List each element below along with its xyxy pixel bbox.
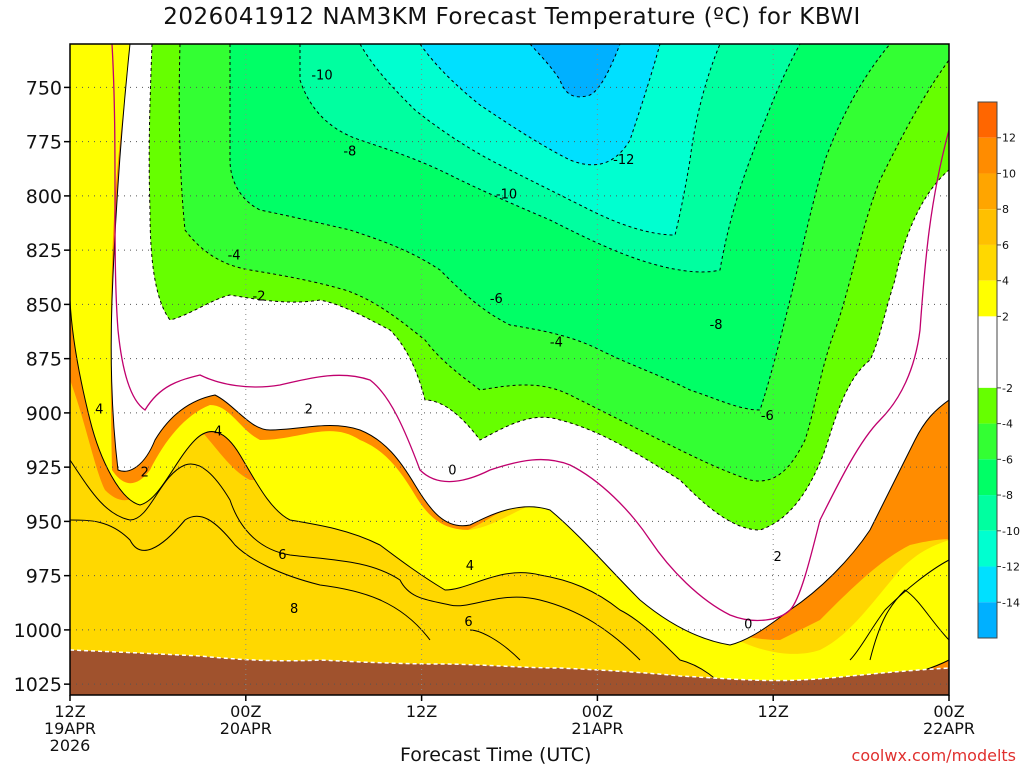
- y-tick-label: 925: [26, 457, 62, 479]
- grid: [70, 44, 949, 695]
- x-tick-label: 00Z: [230, 702, 261, 721]
- chart-title: 2026041912 NAM3KM Forecast Temperature (…: [163, 4, 861, 30]
- contour-label: 4: [214, 424, 222, 439]
- contour-line-0: [111, 44, 949, 622]
- contour-line-m12: [419, 44, 661, 166]
- colorbar: 12 10 8 6 4 2 -2 -4 -6 -8 -10 -12 -14: [977, 101, 1020, 639]
- colorbar-label: -12: [1002, 561, 1020, 574]
- colorbar-label: -10: [1002, 525, 1020, 538]
- contour-label: -8: [343, 144, 356, 159]
- colorbar-swatch: [978, 387, 997, 424]
- colorbar-label: 6: [1002, 239, 1009, 252]
- x-tick-label: 21APR: [571, 719, 623, 738]
- contour-label: 0: [744, 617, 752, 632]
- y-tick-label: 850: [26, 294, 62, 316]
- contour-label: -10: [311, 68, 332, 83]
- y-tick-label: 1025: [14, 674, 62, 696]
- y-tick-label: 900: [26, 403, 62, 425]
- credit-link[interactable]: coolwx.com/modelts: [851, 746, 1016, 765]
- fill-yellow: [70, 44, 949, 695]
- colorbar-swatch: [978, 530, 997, 567]
- x-tick-label: 20APR: [220, 719, 272, 738]
- colorbar-swatch: [978, 316, 997, 388]
- colorbar-label: 10: [1002, 167, 1016, 180]
- contour-labels: -10 -8 -12 -10 -4 -2 -6 -8 -4 -6 4 2 4 2 0 6 4 8 6 2 0: [95, 68, 782, 632]
- colorbar-label: -14: [1002, 596, 1020, 609]
- contour-label: 0: [448, 463, 456, 478]
- colorbar-swatch: [978, 423, 997, 460]
- colorbar-swatch: [978, 280, 997, 317]
- y-tick-label: 950: [26, 511, 62, 533]
- contour-label: -4: [550, 335, 563, 350]
- contour-label: 2: [773, 550, 781, 565]
- contour-label: 4: [466, 559, 474, 574]
- colorbar-label: 12: [1002, 132, 1016, 145]
- y-tick-label: 875: [26, 349, 62, 371]
- y-tick-label: 750: [26, 77, 62, 99]
- contour-label: 6: [464, 615, 472, 630]
- contour-line-m14: [529, 44, 621, 98]
- x-tick-label: 00Z: [582, 702, 613, 721]
- contour-label: -6: [490, 292, 503, 307]
- colorbar-label: -2: [1002, 382, 1013, 395]
- x-tick-label: 00Z: [933, 702, 964, 721]
- contour-label: 4: [95, 403, 103, 418]
- colorbar-swatch: [978, 137, 997, 174]
- contour-line-m2: [148, 44, 949, 531]
- contour-line-m8: [299, 44, 801, 273]
- contour-label: -6: [761, 409, 774, 424]
- colorbar-label: 4: [1002, 275, 1009, 288]
- contour-label: -2: [253, 290, 266, 305]
- x-tick-label: 19APR: [44, 719, 96, 738]
- contour-fill-layer: -10 -8 -12 -10 -4 -2 -6 -8 -4 -6 4 2 4 2 0 6 4 8 6 2 0: [70, 44, 949, 695]
- contour-label: 2: [305, 403, 313, 418]
- colorbar-swatch: [978, 459, 997, 496]
- colorbar-swatch: [978, 102, 997, 138]
- fill-white: [111, 44, 949, 645]
- colorbar-swatch: [978, 244, 997, 281]
- contour-label: -10: [496, 188, 517, 203]
- y-tick-label: 975: [26, 566, 62, 588]
- y-tick-label: 825: [26, 240, 62, 262]
- contour-label: -12: [613, 153, 634, 168]
- contour-label: -4: [228, 248, 241, 263]
- colorbar-swatch: [978, 566, 997, 603]
- colorbar-swatch: [978, 209, 997, 245]
- colorbar-frame: [977, 101, 998, 639]
- contour-line-2: [110, 44, 949, 646]
- x-axis-label: Forecast Time (UTC): [400, 744, 592, 766]
- surface-edge: [70, 649, 949, 682]
- y-tick-label: 1000: [14, 620, 62, 642]
- y-tick-label: 775: [26, 132, 62, 154]
- colorbar-label: 2: [1002, 310, 1009, 323]
- x-tick-label: 2026: [50, 736, 91, 755]
- contour-line-m6: [229, 44, 891, 411]
- x-tick-label: 12Z: [758, 702, 789, 721]
- colorbar-swatch: [978, 173, 997, 210]
- plot-frame: [69, 43, 950, 696]
- contour-label: 6: [278, 548, 286, 563]
- x-tick-label: 12Z: [54, 702, 85, 721]
- colorbar-label: -8: [1002, 489, 1013, 502]
- colorbar-swatch: [978, 495, 997, 531]
- y-axis: 750 775 800 825 850 875 900 925 950 975 1000 1025: [14, 77, 70, 696]
- fill-m14-m16: [530, 44, 620, 97]
- colorbar-label: 8: [1002, 203, 1009, 216]
- contour-label: 2: [141, 465, 149, 480]
- colorbar-swatch: [978, 602, 997, 638]
- x-tick-label: 12Z: [406, 702, 437, 721]
- colorbar-label: -4: [1002, 418, 1013, 431]
- colorbar-label: -6: [1002, 453, 1013, 466]
- contour-line-m10: [359, 44, 721, 236]
- contour-line-6: [70, 459, 949, 661]
- y-tick-label: 800: [26, 186, 62, 208]
- contour-label: 8: [290, 602, 298, 617]
- contour-label: -8: [710, 318, 723, 333]
- contour-line-m4: [178, 44, 949, 482]
- x-tick-label: 22APR: [923, 719, 975, 738]
